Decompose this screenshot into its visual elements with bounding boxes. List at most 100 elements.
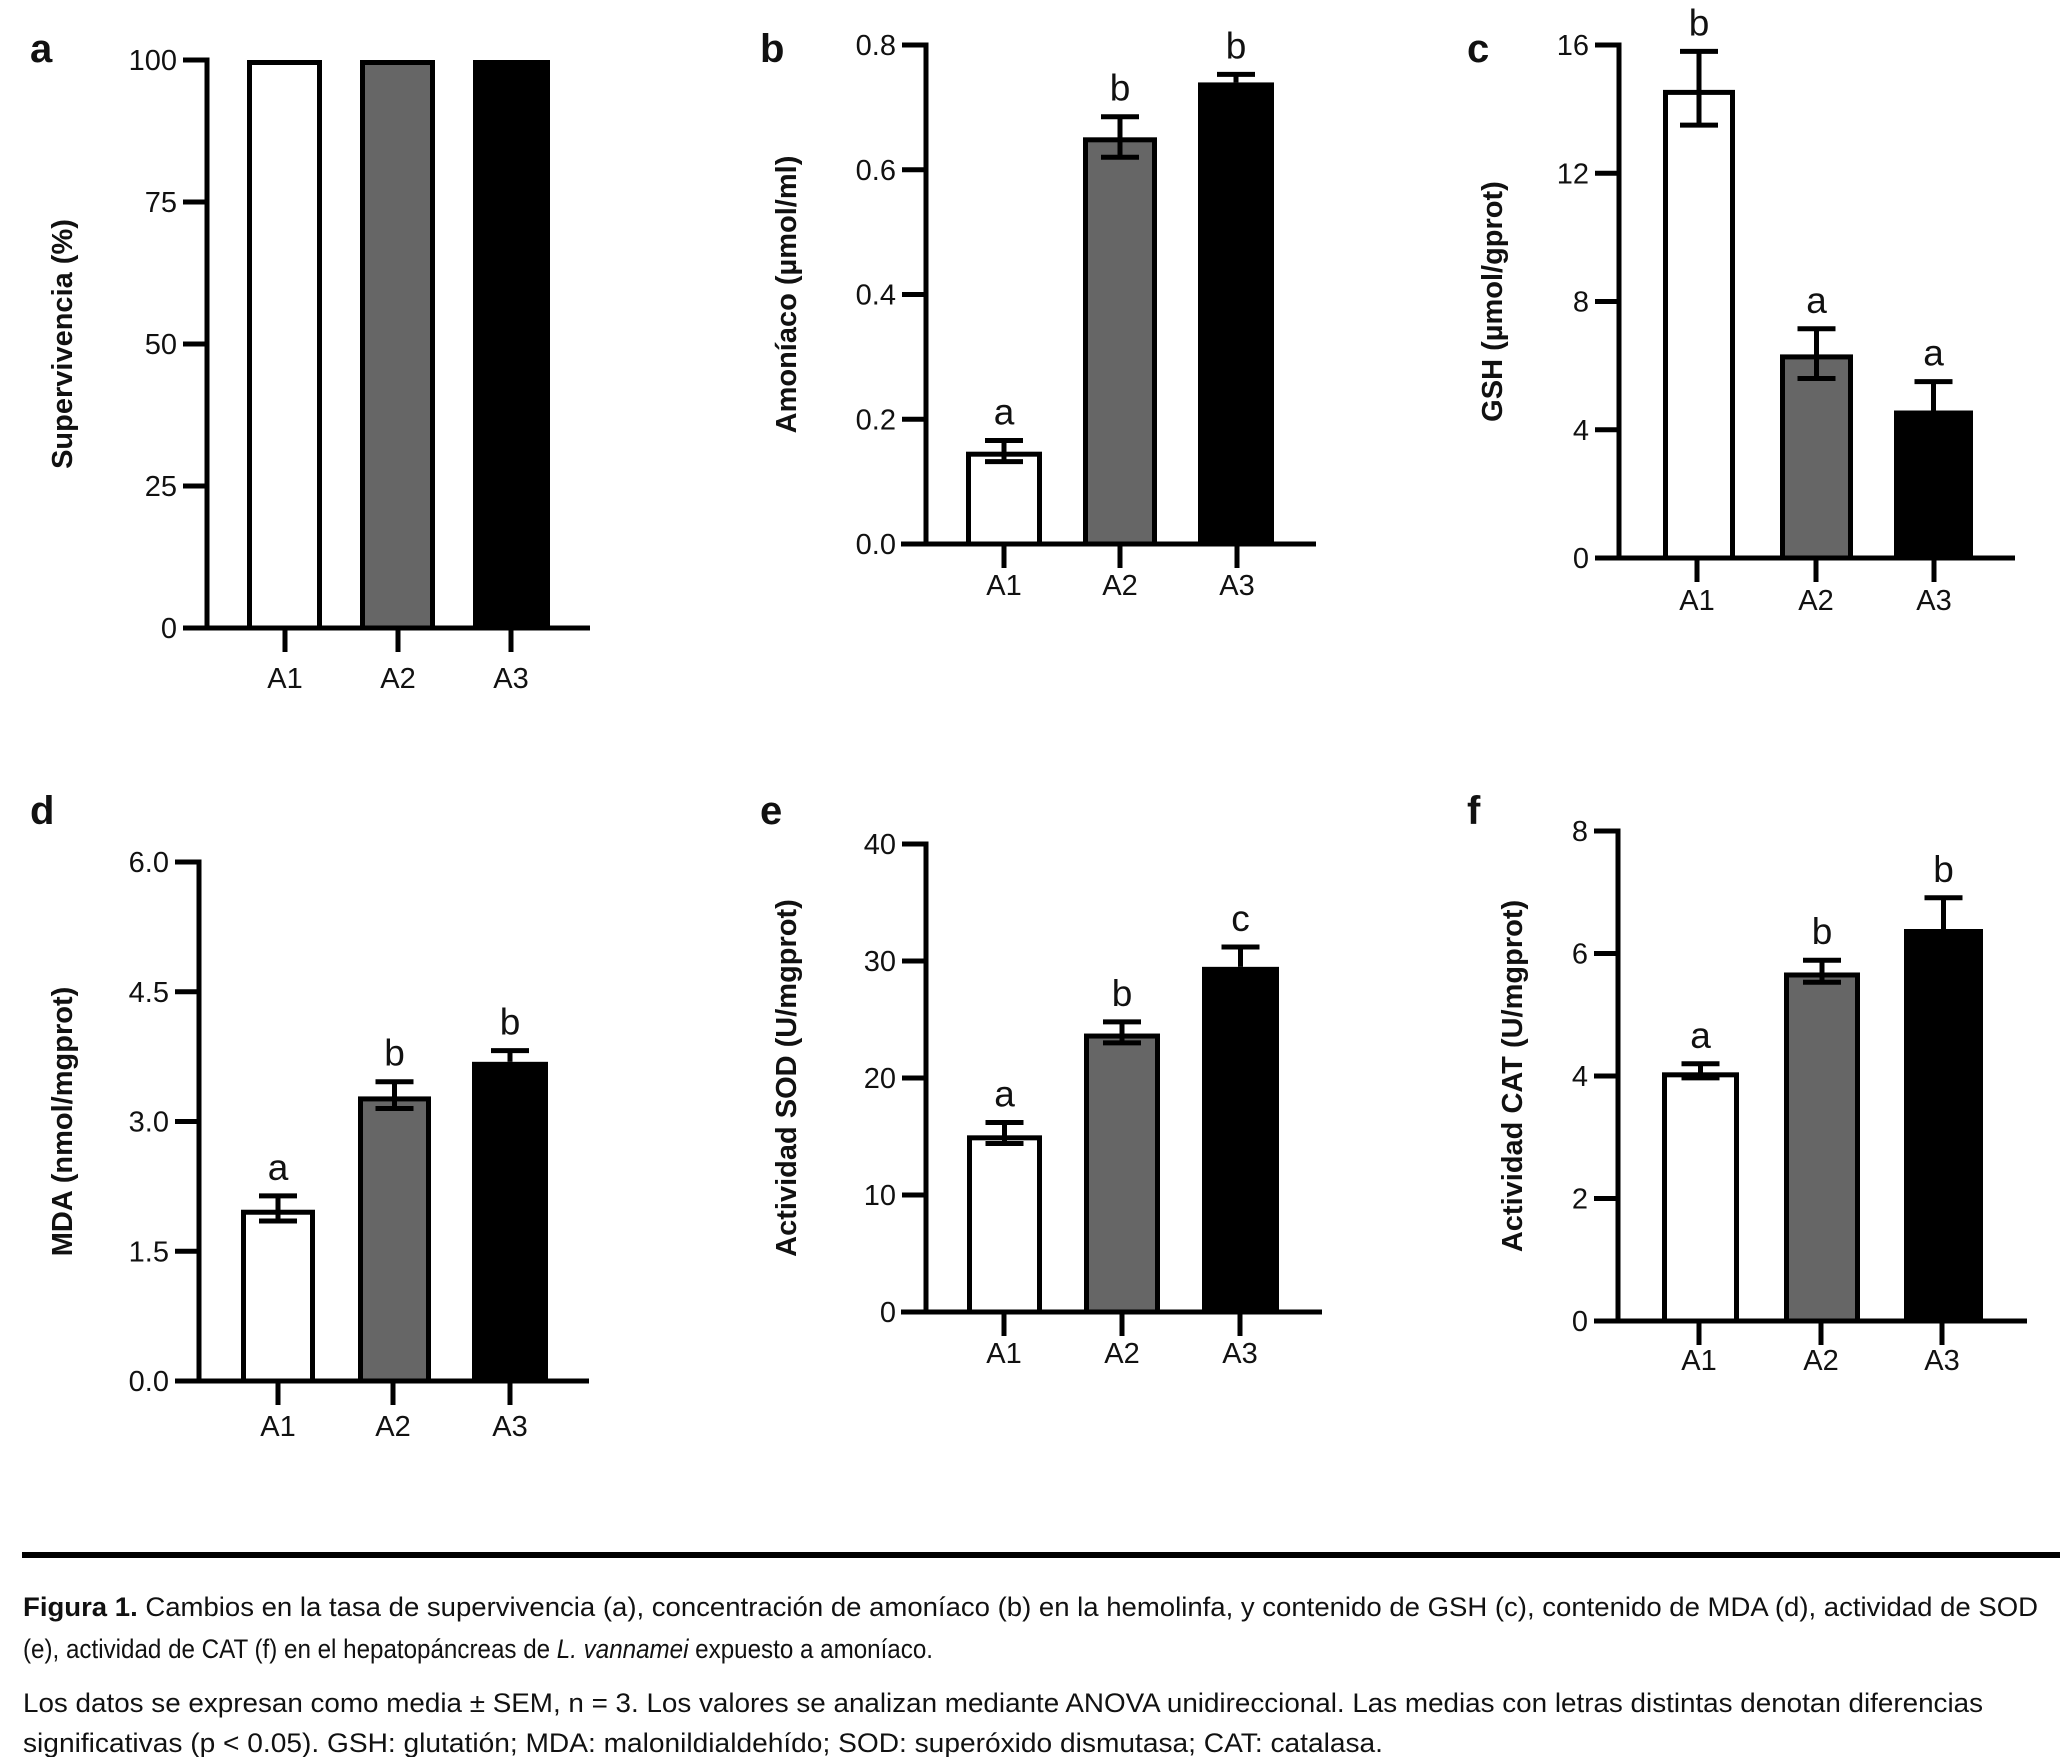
- caption-line-4: significativas (p < 0.05). GSH: glutatió…: [23, 1728, 1383, 1757]
- error-bar-a1: [1681, 1061, 1720, 1081]
- bar-a3: [473, 60, 550, 631]
- y-tick-label: 12: [1557, 158, 1589, 190]
- y-tick-label: 0.0: [129, 1366, 169, 1398]
- panel-letter: b: [760, 27, 784, 71]
- significance-letter: a: [994, 391, 1015, 432]
- significance-letter: a: [1923, 333, 1944, 374]
- caption-line-2: (e), actividad de CAT (f) en el hepatopá…: [23, 1634, 933, 1664]
- error-bar-a3: [1924, 895, 1963, 929]
- bar-a3: [472, 1061, 548, 1384]
- y-axis-title: MDA (nmol/mgprot): [47, 987, 79, 1257]
- y-tick-label: 8: [1573, 287, 1589, 319]
- caption-label: Figura 1.: [23, 1592, 138, 1622]
- y-tick-label: 0.2: [856, 404, 896, 436]
- bar-a2: [1780, 354, 1853, 561]
- x-tick-label: A2: [380, 663, 415, 695]
- error-bar-a2: [375, 1079, 414, 1112]
- bar-a1: [1662, 1072, 1739, 1324]
- bar-a3: [1198, 82, 1274, 547]
- y-tick-label: 0: [880, 1297, 896, 1329]
- y-tick-label: 4: [1572, 1061, 1588, 1093]
- caption-line-3: Los datos se expresan como media ± SEM, …: [23, 1688, 1983, 1718]
- error-bar-a2: [1101, 114, 1139, 160]
- x-tick-label: A2: [1102, 570, 1137, 602]
- panel-letter: f: [1467, 789, 1481, 833]
- x-tick-label: A1: [986, 1338, 1021, 1370]
- y-axis-title: GSH (µmol/gprot): [1477, 181, 1509, 422]
- bar-a1: [967, 1135, 1042, 1315]
- y-tick-label: 75: [145, 187, 177, 219]
- y-tick-label: 0.6: [856, 155, 896, 187]
- significance-letter: b: [1110, 68, 1131, 109]
- caption-line-1-text: Cambios en la tasa de supervivencia (a),…: [138, 1592, 2038, 1622]
- error-bar-a1: [985, 437, 1023, 465]
- x-tick-label: A3: [493, 663, 528, 695]
- x-tick-label: A2: [1798, 585, 1833, 617]
- y-tick-label: 1.5: [129, 1236, 169, 1268]
- error-bar-a3: [491, 1048, 529, 1062]
- y-tick-label: 50: [145, 329, 177, 361]
- panel-a: a 0 25 50 75 100 A1 A2 A3 Supervivencia (%): [30, 27, 590, 695]
- y-tick-label: 0.4: [856, 280, 896, 312]
- y-tick-label: 20: [864, 1063, 896, 1095]
- bar-a3: [1202, 966, 1279, 1315]
- y-tick-label: 0: [161, 613, 177, 645]
- error-bar-a2: [1797, 326, 1836, 381]
- caption-line-1: Figura 1. Cambios en la tasa de superviv…: [23, 1592, 2038, 1622]
- bar-a1: [247, 60, 322, 631]
- significance-letter: c: [1231, 898, 1250, 939]
- x-tick-label: A3: [1916, 585, 1951, 617]
- error-bar-a1: [259, 1193, 297, 1224]
- y-tick-label: 0.8: [856, 30, 896, 62]
- error-bar-a1: [1680, 48, 1718, 128]
- y-tick-label: 3.0: [129, 1107, 169, 1139]
- y-axis-title: Amoníaco (µmol/ml): [771, 156, 803, 434]
- error-bar-a3: [1221, 944, 1260, 967]
- y-tick-label: 0.0: [856, 529, 896, 561]
- significance-letter: a: [1690, 1015, 1711, 1056]
- y-tick-label: 8: [1572, 816, 1588, 848]
- bar-a1: [241, 1209, 315, 1384]
- panel-letter: a: [30, 27, 53, 71]
- x-tick-label: A1: [260, 1411, 295, 1443]
- x-tick-label: A3: [1924, 1345, 1959, 1377]
- y-tick-label: 0: [1573, 543, 1589, 575]
- panel-d: d a b b 0.0 1.5 3.0 4.5 6.0 A1 A2 A3 MDA (nmol/mgpro…: [30, 789, 589, 1443]
- significance-letter: b: [1689, 2, 1710, 43]
- panel-letter: e: [760, 789, 782, 833]
- significance-letter: b: [1933, 849, 1954, 890]
- y-tick-label: 100: [129, 45, 177, 77]
- significance-letter: b: [1112, 973, 1133, 1014]
- error-bar-a1: [985, 1119, 1024, 1147]
- species-name: L. vannamei: [557, 1634, 690, 1664]
- y-tick-label: 4: [1573, 415, 1589, 447]
- bar-a3: [1904, 929, 1983, 1324]
- x-tick-label: A1: [1679, 585, 1714, 617]
- significance-letter: b: [384, 1033, 405, 1074]
- bar-a1: [966, 451, 1042, 547]
- panel-letter: c: [1467, 27, 1489, 71]
- error-bar-a3: [1914, 379, 1953, 411]
- panel-letter: d: [30, 789, 54, 833]
- significance-letter: b: [1812, 911, 1833, 952]
- significance-letter: b: [1226, 25, 1247, 66]
- significance-letter: b: [500, 1002, 521, 1043]
- x-tick-label: A1: [1681, 1345, 1716, 1377]
- y-tick-label: 2: [1572, 1184, 1588, 1216]
- error-bar-a2: [1103, 1019, 1141, 1046]
- significance-letter: a: [268, 1147, 289, 1188]
- x-tick-label: A2: [1803, 1345, 1838, 1377]
- bar-a2: [1084, 1033, 1160, 1315]
- x-tick-label: A3: [1222, 1338, 1257, 1370]
- y-tick-label: 6: [1572, 939, 1588, 971]
- x-tick-label: A2: [375, 1411, 410, 1443]
- y-tick-label: 25: [145, 471, 177, 503]
- y-tick-label: 10: [864, 1180, 896, 1212]
- bar-a2: [1083, 137, 1157, 547]
- caption: Figura 1. Cambios en la tasa de superviv…: [23, 1592, 2038, 1757]
- bar-a3: [1894, 410, 1973, 561]
- y-axis-title: Actividad CAT (U/mgprot): [1497, 900, 1529, 1252]
- caption-line-2-post: expuesto a amoníaco.: [688, 1634, 933, 1664]
- panel-e: e a b c 0 10 20 30 40 A1 A2 A3 Actividad SOD (U/mgpr…: [760, 789, 1322, 1370]
- y-tick-label: 30: [864, 946, 896, 978]
